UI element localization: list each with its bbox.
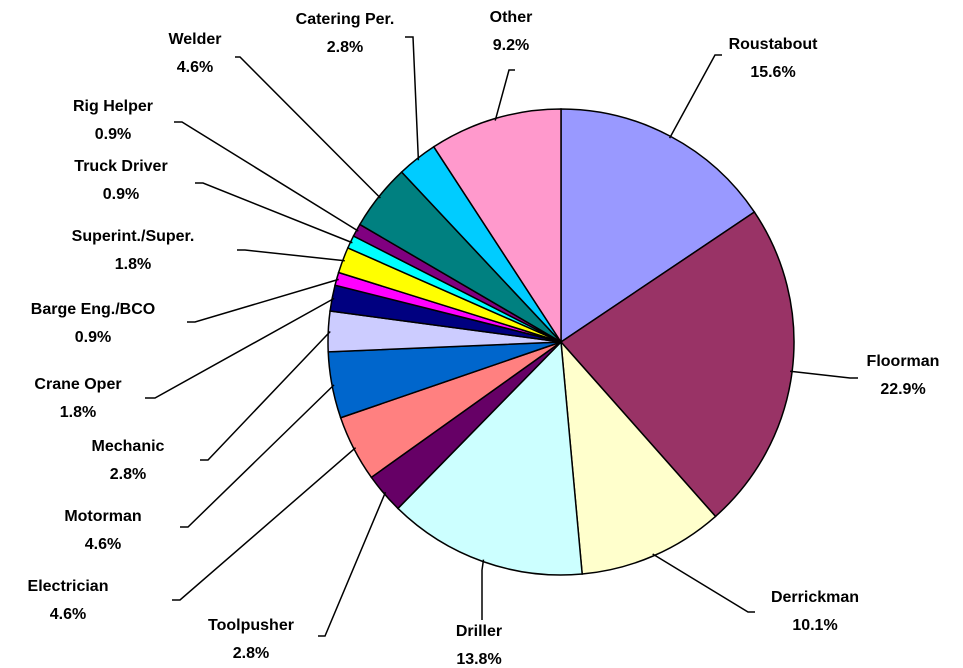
slice-label: Truck Driver: [74, 158, 167, 175]
leader-line: [405, 36, 420, 161]
slice-value-label: 0.9%: [95, 126, 131, 143]
slice-value-label: 2.8%: [327, 39, 363, 56]
slice-value-label: 2.8%: [110, 466, 146, 483]
leader-line: [481, 559, 485, 620]
slice-label: Toolpusher: [208, 617, 294, 634]
slice-value-label: 9.2%: [493, 37, 529, 54]
slice-value-label: 4.6%: [50, 606, 86, 623]
slice-value-label: 13.8%: [456, 651, 501, 668]
leader-line: [237, 249, 345, 262]
slice-value-label: 1.8%: [60, 404, 96, 421]
leader-line: [668, 54, 722, 139]
leader-line: [187, 278, 339, 323]
slice-label: Barge Eng./BCO: [31, 301, 155, 318]
slice-value-label: 22.9%: [880, 381, 925, 398]
slice-label: Mechanic: [92, 438, 165, 455]
pie-slice: [560, 339, 717, 575]
leader-line: [174, 121, 359, 232]
leader-line: [652, 553, 755, 613]
slice-label: Crane Oper: [34, 376, 121, 393]
slice-value-label: 0.9%: [103, 186, 139, 203]
leader-line: [790, 370, 858, 379]
slice-label: Roustabout: [729, 36, 819, 53]
slice-value-label: 10.1%: [792, 617, 837, 634]
slice-label: Derrickman: [771, 589, 859, 606]
leader-line: [200, 330, 331, 461]
slice-label: Floorman: [867, 353, 940, 370]
slice-value-label: 4.6%: [177, 59, 213, 76]
slice-label: Driller: [456, 623, 502, 640]
leader-line: [494, 69, 515, 121]
pie-slice: [432, 108, 562, 345]
slice-label: Rig Helper: [73, 98, 153, 115]
leader-line: [235, 56, 381, 199]
slice-label: Catering Per.: [296, 11, 395, 28]
leader-line: [172, 447, 357, 601]
slice-label: Electrician: [28, 578, 109, 595]
slice-value-label: 0.9%: [75, 329, 111, 346]
slice-value-label: 4.6%: [85, 536, 121, 553]
leader-line: [180, 384, 335, 528]
slice-label: Other: [490, 9, 533, 26]
slice-value-label: 15.6%: [750, 64, 795, 81]
slice-value-label: 1.8%: [115, 256, 151, 273]
slice-label: Motorman: [64, 508, 141, 525]
slice-label: Superint./Super.: [72, 228, 195, 245]
leader-line: [318, 491, 387, 637]
leader-line: [195, 182, 353, 244]
slice-value-label: 2.8%: [233, 645, 269, 662]
slice-label: Welder: [168, 31, 221, 48]
leader-line: [145, 297, 335, 399]
